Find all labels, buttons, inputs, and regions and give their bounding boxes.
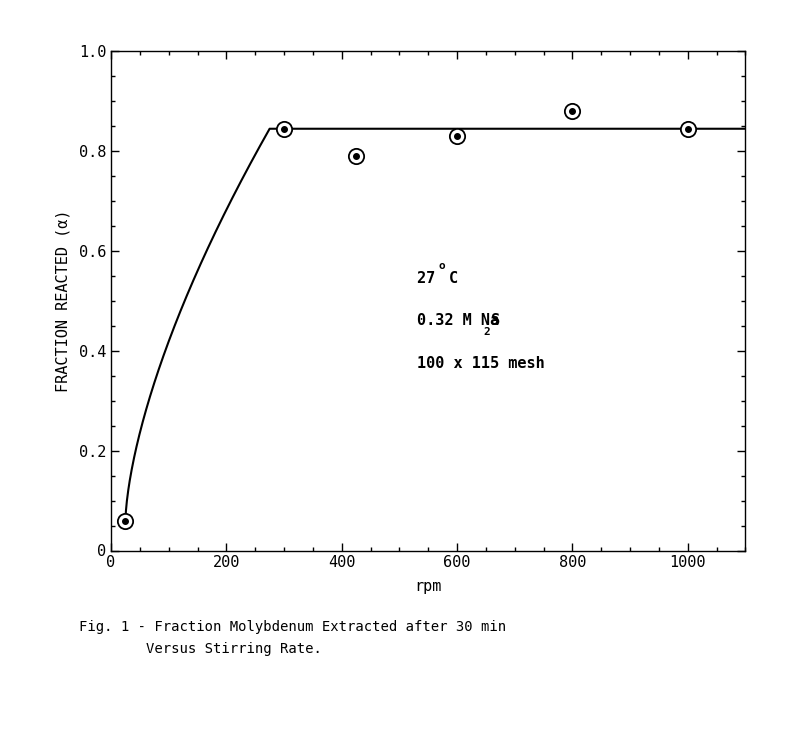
Text: 2: 2 (483, 327, 490, 337)
Text: 0.32 M Na: 0.32 M Na (416, 313, 499, 328)
Text: 27: 27 (416, 271, 444, 286)
Text: Fig. 1 - Fraction Molybdenum Extracted after 30 min: Fig. 1 - Fraction Molybdenum Extracted a… (79, 620, 507, 634)
Text: C: C (448, 271, 458, 286)
X-axis label: rpm: rpm (415, 578, 442, 594)
Text: Versus Stirring Rate.: Versus Stirring Rate. (79, 642, 322, 656)
Y-axis label: FRACTION REACTED (α): FRACTION REACTED (α) (56, 210, 71, 392)
Text: o: o (439, 261, 446, 271)
Text: S: S (491, 313, 500, 328)
Text: 100 x 115 mesh: 100 x 115 mesh (416, 356, 545, 371)
